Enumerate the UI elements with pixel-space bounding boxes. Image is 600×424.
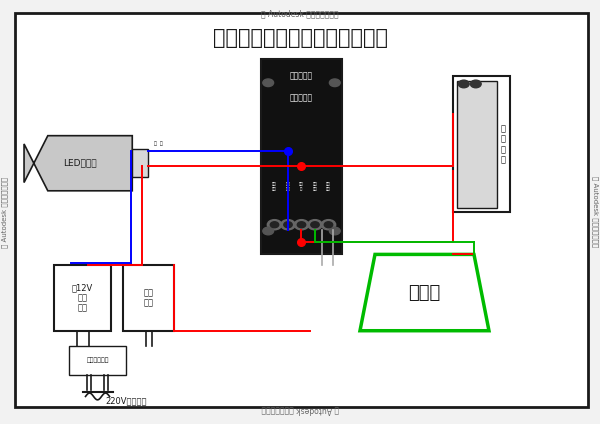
Text: 延时控制开关: 延时控制开关	[86, 357, 109, 363]
Circle shape	[324, 222, 332, 228]
Text: 转12V
低压
电源: 转12V 低压 电源	[72, 283, 93, 313]
Text: 蓄电
池: 蓄电 池	[299, 182, 304, 191]
Circle shape	[268, 220, 282, 230]
Circle shape	[263, 79, 274, 86]
Circle shape	[458, 80, 469, 88]
Bar	[261, 59, 342, 254]
Text: 由 Autodesk 软件版产品制作: 由 Autodesk 软件版产品制作	[592, 176, 599, 248]
Text: 互补控制器: 互补控制器	[290, 93, 313, 102]
Polygon shape	[360, 254, 489, 331]
Text: 太阳能市电: 太阳能市电	[290, 72, 313, 81]
Bar	[132, 149, 148, 177]
Text: 由 Autodesk 软件版产品制作: 由 Autodesk 软件版产品制作	[1, 176, 8, 248]
Text: 太
阳
能
板: 太 阳 能 板	[500, 124, 505, 164]
Text: 蓄电池: 蓄电池	[409, 284, 440, 301]
Text: 太阳能市电互补路灯接线示意图: 太阳能市电互补路灯接线示意图	[212, 28, 388, 48]
Text: 正  负: 正 负	[154, 141, 163, 146]
Text: 220V市电电网: 220V市电电网	[105, 396, 147, 405]
Circle shape	[308, 220, 322, 230]
Circle shape	[311, 222, 319, 228]
Circle shape	[329, 227, 340, 235]
Bar	[453, 76, 510, 212]
Text: 交流
输入: 交流 输入	[326, 182, 331, 191]
Text: 由 Autodesk 教育版产品制作: 由 Autodesk 教育版产品制作	[261, 405, 339, 414]
Bar	[69, 346, 126, 375]
Text: 太阳
能板: 太阳 能板	[313, 182, 317, 191]
Bar	[264, 61, 339, 124]
Circle shape	[284, 222, 292, 228]
Text: 低压
电源: 低压 电源	[272, 182, 277, 191]
Polygon shape	[24, 136, 132, 191]
Text: 低压
电源: 低压 电源	[143, 288, 154, 307]
Circle shape	[329, 79, 340, 86]
Circle shape	[271, 222, 279, 228]
Text: 由 Autodesk 教育版产品制作: 由 Autodesk 教育版产品制作	[261, 10, 339, 19]
Text: LED路灯头: LED路灯头	[62, 159, 96, 168]
Text: 灯光
输出: 灯光 输出	[286, 182, 290, 191]
Circle shape	[263, 227, 274, 235]
Bar	[54, 265, 111, 331]
Circle shape	[470, 80, 481, 88]
Bar	[123, 265, 174, 331]
Bar	[457, 81, 497, 208]
Circle shape	[298, 222, 305, 228]
Circle shape	[295, 220, 308, 230]
Circle shape	[281, 220, 295, 230]
Circle shape	[321, 220, 335, 230]
